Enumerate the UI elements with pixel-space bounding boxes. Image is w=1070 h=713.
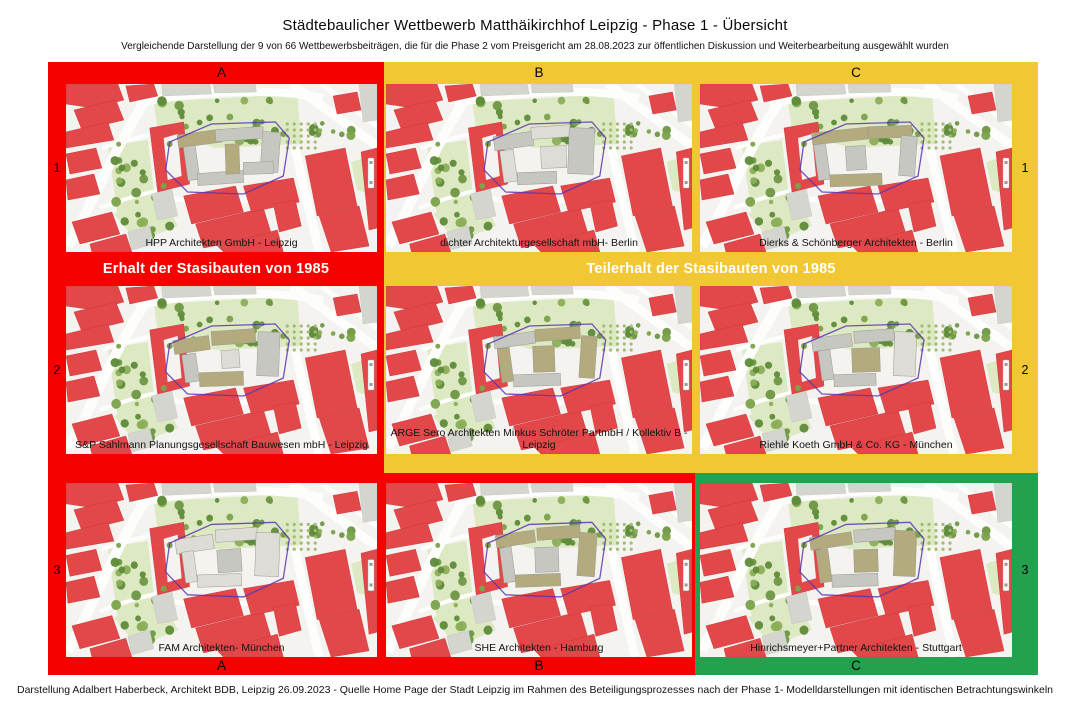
poster-subtitle: Vergleichende Darstellung der 9 von 66 W… [121,41,949,52]
map-zoom-control-icon [682,157,690,189]
row-label-3-left: 3 [53,563,61,577]
site-plan-map [66,84,377,252]
column-header-c-top: C [851,65,861,80]
map-zoom-control-icon [367,359,375,391]
row-label-2-left: 2 [53,363,61,377]
map-cell-a3: FAM Architekten- München [66,483,377,657]
map-cell-c3: Hinrichsmeyer+Partner Architekten - Stut… [700,483,1012,657]
attribution-text: Darstellung Adalbert Haberbeck, Architek… [16,684,1053,696]
map-cell-a2: S&P Sahlmann Planungsgesellschaft Bauwes… [66,286,377,454]
map-zoom-control-icon [367,559,375,591]
column-header-a-top: A [216,65,226,80]
row-label-1-right: 1 [1021,161,1029,175]
map-cell-a1: HPP Architekten GmbH - Leipzig [66,84,377,252]
map-cell-c2: Riehle Koeth GmbH & Co. KG - München [700,286,1012,454]
column-header-a-bottom: A [216,658,226,673]
row-label-3-right: 3 [1021,563,1029,577]
site-plan-map [66,483,377,657]
column-header-c-bottom: C [851,658,861,673]
map-zoom-control-icon [367,157,375,189]
map-zoom-control-icon [1002,157,1010,189]
site-plan-map [386,286,692,454]
site-plan-map [700,84,1012,252]
column-header-b-bottom: B [534,658,544,673]
site-plan-map [66,286,377,454]
map-zoom-control-icon [682,559,690,591]
site-plan-map [700,483,1012,657]
column-header-b-top: B [534,65,544,80]
site-plan-map [386,483,692,657]
map-cell-b2: ARGE Sero Architekten Minkus Schröter Pa… [386,286,692,454]
site-plan-map [386,84,692,252]
row-label-2-right: 2 [1021,363,1029,377]
comparison-grid: A B C A B C 1 2 3 1 2 3 Erhalt der Stasi… [48,62,1038,675]
map-cell-c1: Dierks & Schönberger Architekten - Berli… [700,84,1012,252]
map-cell-b1: dichter Architekturgesellschaft mbH- Ber… [386,84,692,252]
banner-erhalt: Erhalt der Stasibauten von 1985 [102,261,330,277]
site-plan-map [700,286,1012,454]
poster-title: Städtebaulicher Wettbewerb Matthäikirchh… [282,17,788,34]
row-label-1-left: 1 [53,161,61,175]
map-zoom-control-icon [1002,559,1010,591]
map-zoom-control-icon [1002,359,1010,391]
map-cell-b3: SHE Architekten - Hamburg [386,483,692,657]
map-zoom-control-icon [682,359,690,391]
banner-teilerhalt: Teilerhalt der Stasibauten von 1985 [586,261,836,277]
